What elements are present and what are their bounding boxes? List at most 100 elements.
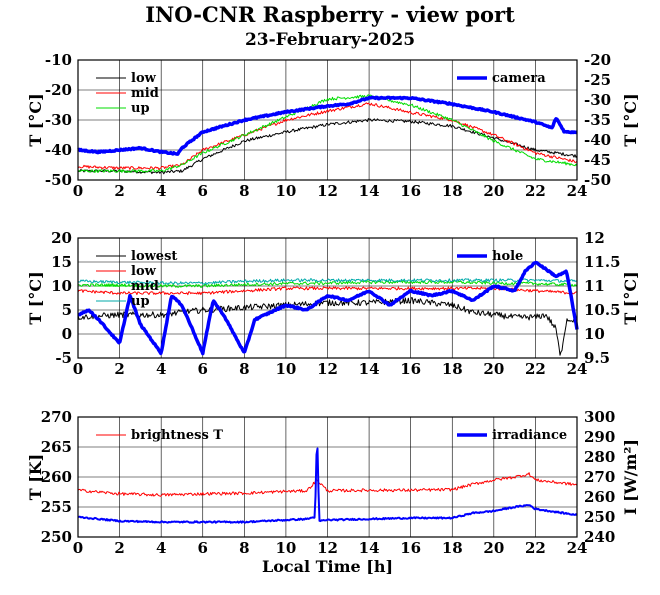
series-line-up: [78, 94, 578, 173]
y-tick-label: -40: [45, 141, 72, 159]
series-line-irradiance: [77, 447, 578, 524]
x-tick-label: 6: [198, 539, 208, 557]
x-tick-label: 24: [567, 539, 588, 557]
y2-tick-label: -25: [584, 71, 611, 89]
x-tick-label: 14: [359, 360, 380, 378]
y2-axis-label: I [W/m²]: [621, 439, 640, 515]
y-tick-label: -20: [45, 81, 72, 99]
x-tick-label: 20: [483, 182, 504, 200]
y2-tick-label: 270: [584, 468, 615, 486]
x-tick-label: 24: [567, 360, 588, 378]
x-tick-label: 6: [198, 182, 208, 200]
y2-tick-label: -45: [584, 151, 611, 169]
page-title: INO-CNR Raspberry - view port: [145, 2, 515, 27]
y2-tick-label: 290: [584, 428, 615, 446]
plot-frame: [77, 416, 578, 538]
x-tick-label: 12: [317, 360, 338, 378]
y2-tick-label: 9.5: [584, 349, 610, 367]
x-tick-label: 20: [483, 539, 504, 557]
y-tick-label: -5: [55, 349, 72, 367]
y-tick-label: 250: [41, 528, 72, 546]
y2-tick-label: 240: [584, 528, 615, 546]
legend-label: up: [131, 294, 150, 309]
x-tick-label: 20: [483, 360, 504, 378]
series-line-lowest: [77, 297, 578, 356]
y2-axis-label: T [°C]: [621, 271, 640, 324]
y-axis-label: T [°C]: [26, 271, 45, 324]
plot-frame: [77, 237, 578, 359]
y2-tick-label: -50: [584, 171, 611, 189]
y2-tick-label: 12: [584, 229, 605, 247]
legend-label: mid: [131, 279, 159, 294]
page-subtitle: 23-February-2025: [244, 30, 416, 50]
y2-tick-label: 260: [584, 488, 615, 506]
legend-label: brightness T: [131, 428, 223, 443]
y2-tick-label: -20: [584, 51, 611, 69]
y-tick-label: 265: [41, 438, 72, 456]
y2-tick-label: 11.5: [584, 253, 621, 271]
legend-label: mid: [131, 86, 159, 101]
y-tick-label: 15: [51, 253, 72, 271]
y-tick-label: -50: [45, 171, 72, 189]
series-line-brightness-T: [77, 472, 578, 497]
x-tick-label: 22: [525, 539, 546, 557]
y-tick-label: 20: [51, 229, 72, 247]
x-tick-label: 22: [525, 182, 546, 200]
y-tick-label: -10: [45, 51, 72, 69]
x-tick-label: 16: [400, 182, 421, 200]
legend-label: camera: [492, 71, 546, 86]
y-tick-label: 10: [51, 277, 72, 295]
y2-tick-label: 11: [584, 277, 605, 295]
legend-label: up: [131, 101, 150, 116]
x-tick-label: 4: [156, 360, 166, 378]
x-tick-label: 12: [317, 539, 338, 557]
x-tick-label: 14: [359, 539, 380, 557]
x-tick-label: 22: [525, 360, 546, 378]
x-tick-label: 8: [239, 539, 249, 557]
x-tick-label: 0: [73, 360, 83, 378]
series-line-camera: [77, 95, 578, 156]
y2-axis-label: T [°C]: [621, 93, 640, 146]
y2-tick-label: -35: [584, 111, 611, 129]
series-line-mid: [77, 102, 578, 170]
legend-label: irradiance: [492, 428, 567, 443]
y-tick-label: -30: [45, 111, 72, 129]
x-tick-label: 18: [442, 182, 463, 200]
y-tick-label: 0: [62, 325, 72, 343]
x-tick-label: 4: [156, 539, 166, 557]
chart-panel-1: 0 2 4 6 8 10 12 14 16 18 20 22 24-50-40-30-20-10-50-…: [26, 51, 640, 200]
y2-tick-label: -40: [584, 131, 611, 149]
legend-label: low: [131, 71, 157, 86]
x-tick-label: 14: [359, 182, 380, 200]
y2-tick-label: 250: [584, 508, 615, 526]
legend-label: lowest: [131, 249, 177, 264]
y2-tick-label: 280: [584, 448, 615, 466]
y-axis-label: T [°C]: [26, 93, 45, 146]
x-tick-label: 2: [114, 539, 124, 557]
x-tick-label: 18: [442, 360, 463, 378]
y2-tick-label: -30: [584, 91, 611, 109]
chart-panel-2: 0 2 4 6 8 10 12 14 16 18 20 22 24-5051015209.51010.5…: [26, 229, 640, 378]
x-tick-label: 24: [567, 182, 588, 200]
x-axis-label: Local Time [h]: [262, 557, 393, 576]
x-tick-label: 2: [114, 182, 124, 200]
x-tick-label: 2: [114, 360, 124, 378]
y2-tick-label: 10: [584, 325, 605, 343]
series-line-up: [77, 278, 578, 285]
x-tick-label: 10: [275, 539, 296, 557]
plot-frame: [77, 59, 578, 181]
x-tick-label: 18: [442, 539, 463, 557]
x-tick-label: 16: [400, 360, 421, 378]
y2-tick-label: 10.5: [584, 301, 621, 319]
x-tick-label: 4: [156, 182, 166, 200]
x-tick-label: 10: [275, 360, 296, 378]
series-line-hole: [77, 260, 579, 356]
y-tick-label: 270: [41, 408, 72, 426]
series-line-low: [77, 118, 578, 175]
legend-label: low: [131, 264, 157, 279]
x-tick-label: 16: [400, 539, 421, 557]
x-tick-label: 6: [198, 360, 208, 378]
y-tick-label: 255: [41, 498, 72, 516]
x-tick-label: 0: [73, 539, 83, 557]
